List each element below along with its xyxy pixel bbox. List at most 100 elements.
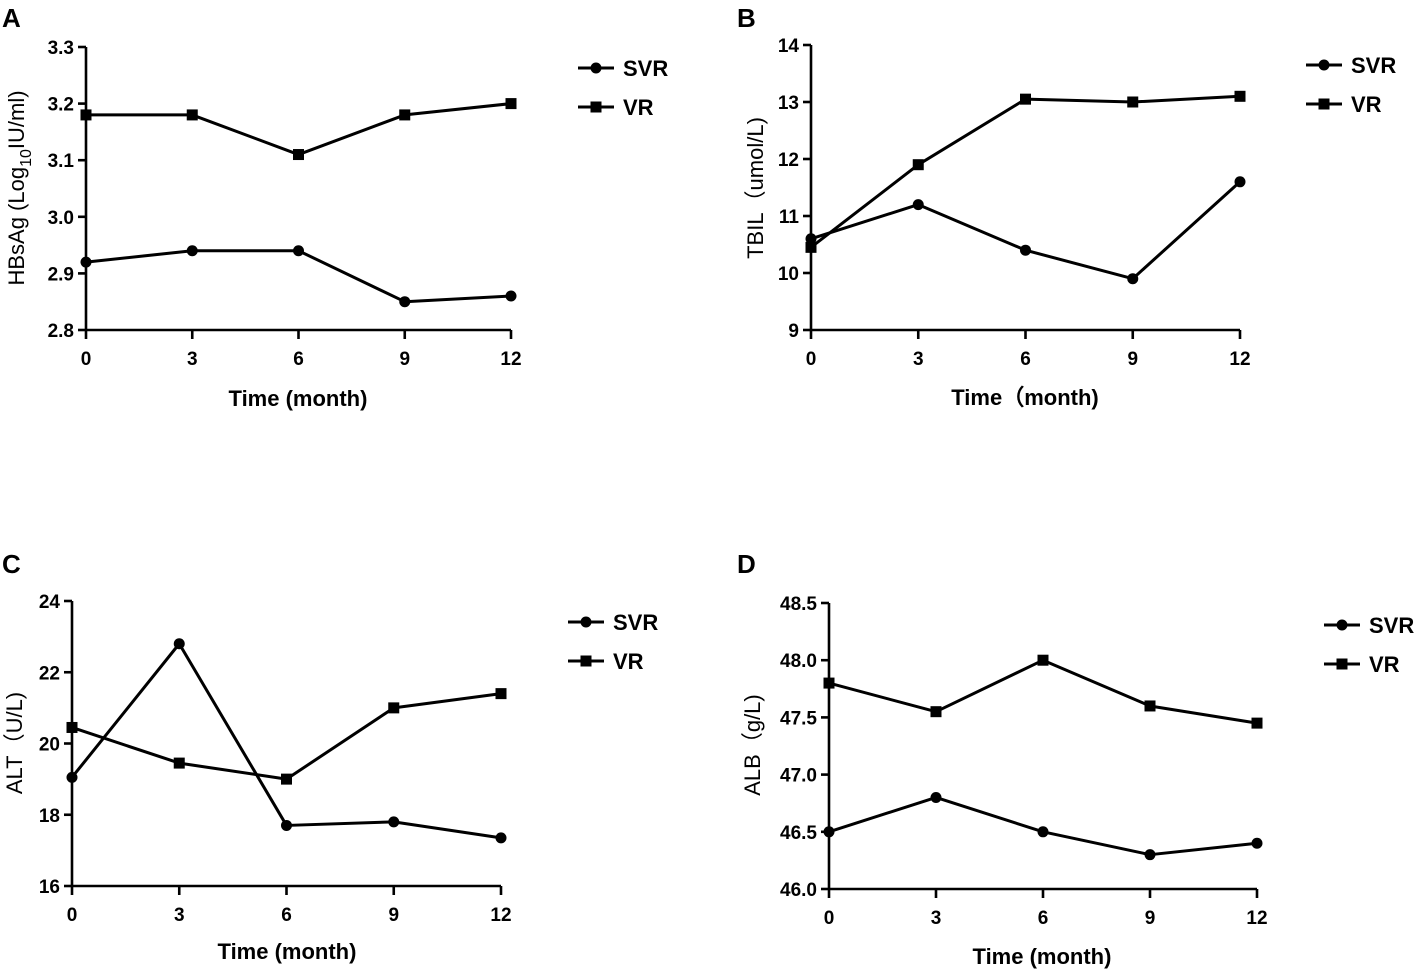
- data-point-vr: [1251, 717, 1263, 729]
- data-point-vr: [186, 109, 198, 121]
- y-tick-label: 22: [39, 663, 60, 684]
- y-tick-label: 14: [778, 36, 800, 57]
- x-tick-label: 9: [1145, 908, 1156, 929]
- y-axis-label: TBIL（umol/L): [743, 117, 768, 259]
- legend-label: SVR: [1351, 53, 1396, 78]
- x-tick-label: 12: [500, 349, 521, 370]
- data-point-vr: [293, 149, 304, 161]
- y-axis-label: ALB（g/L): [740, 694, 765, 796]
- data-point-vr: [930, 706, 942, 718]
- data-point-vr: [495, 688, 507, 700]
- panel-c: C ALT（U/L) Time (month) 16 18 20 22 24 0 3 6 9 12…: [2, 549, 658, 964]
- data-point-svr: [80, 256, 92, 268]
- legend-label: VR: [623, 95, 654, 120]
- data-point-svr: [505, 290, 517, 302]
- legend-marker-svr: [1336, 619, 1348, 631]
- series-line-svr: [85, 249, 512, 304]
- panel-a: A HBsAg (Log10IU/ml) Time (month) 2.8 2.9…: [2, 3, 668, 411]
- panel-b: B TBIL（umol/L) Time（month) 9 10 11 12 13 14 0 3…: [737, 3, 1396, 410]
- x-tick-label: 3: [174, 905, 185, 926]
- series-line-vr: [86, 102, 512, 157]
- legend-label: VR: [613, 649, 644, 674]
- panel-letter: D: [737, 549, 756, 579]
- y-tick-label: 46.0: [780, 880, 817, 901]
- x-tick-label: 9: [399, 349, 410, 370]
- y-tick-label: 47.0: [780, 766, 817, 787]
- data-point-svr: [1144, 849, 1156, 861]
- data-point-vr: [66, 721, 78, 733]
- y-tick-label: 3.0: [48, 208, 74, 229]
- y-tick-label: 3.2: [48, 95, 74, 116]
- x-tick-label: 3: [913, 349, 924, 370]
- x-tick-label: 6: [1020, 349, 1031, 370]
- x-tick-label: 12: [1246, 908, 1267, 929]
- y-tick-label: 2.8: [48, 321, 74, 342]
- x-tick-label: 6: [1038, 908, 1049, 929]
- plot-area: 16 18 20 22 24 0 3 6 9 12 SVR VR: [39, 592, 658, 926]
- data-point-vr: [912, 159, 924, 171]
- x-tick-label: 0: [824, 908, 835, 929]
- data-point-svr: [66, 771, 78, 783]
- legend-label: SVR: [1369, 613, 1414, 638]
- data-point-svr: [1234, 176, 1246, 188]
- series-line-svr: [828, 795, 1258, 857]
- x-tick-label: 0: [806, 349, 817, 370]
- y-tick-label: 47.5: [780, 708, 817, 729]
- x-tick-label: 3: [931, 908, 942, 929]
- y-tick-label: 13: [778, 93, 799, 114]
- y-tick-label: 3.3: [48, 38, 74, 59]
- data-point-vr: [1127, 96, 1139, 108]
- data-point-vr: [805, 241, 817, 253]
- x-axis-label: Time (month): [229, 386, 368, 411]
- data-point-svr: [823, 826, 835, 838]
- y-tick-label: 46.5: [780, 823, 817, 844]
- panel-letter: B: [737, 3, 756, 33]
- x-tick-label: 9: [1127, 349, 1138, 370]
- data-point-svr: [293, 245, 304, 257]
- data-point-svr: [495, 832, 507, 844]
- data-point-vr: [1037, 654, 1049, 666]
- panel-letter: A: [2, 3, 21, 33]
- data-point-svr: [1037, 826, 1049, 838]
- y-axis-label: HBsAg (Log10IU/ml): [4, 90, 35, 285]
- data-point-vr: [1234, 90, 1246, 102]
- series-line-vr: [810, 94, 1241, 249]
- plot-area: 46.0 46.5 47.0 47.5 48.0 48.5 0 3 6 9 12 SVR VR: [780, 594, 1414, 929]
- data-point-svr: [399, 296, 411, 308]
- data-point-vr: [823, 677, 835, 689]
- y-tick-label: 20: [39, 735, 60, 756]
- x-tick-label: 0: [67, 905, 78, 926]
- data-point-svr: [1020, 244, 1031, 256]
- x-tick-label: 3: [187, 349, 198, 370]
- data-point-svr: [1251, 837, 1263, 849]
- panel-letter: C: [2, 549, 21, 579]
- x-axis-label: Time (month): [973, 944, 1112, 969]
- x-tick-label: 12: [490, 905, 511, 926]
- legend-marker-svr: [580, 616, 592, 628]
- y-tick-label: 12: [778, 150, 799, 171]
- legend-label: VR: [1369, 652, 1400, 677]
- data-point-vr: [399, 109, 411, 121]
- x-tick-label: 12: [1229, 349, 1250, 370]
- plot-area: 2.8 2.9 3.0 3.1 3.2 3.3 0 3 6 9 12 SVR VR: [48, 38, 669, 370]
- data-point-svr: [281, 819, 292, 831]
- legend-label: SVR: [623, 56, 668, 81]
- y-tick-label: 16: [39, 877, 60, 898]
- y-tick-label: 10: [778, 264, 799, 285]
- legend-marker-svr: [590, 62, 602, 74]
- series-line-vr: [828, 658, 1258, 725]
- x-axis-label: Time (month): [218, 939, 357, 964]
- x-axis-label: Time（month): [951, 385, 1098, 410]
- y-tick-label: 2.9: [48, 264, 74, 285]
- data-point-svr: [912, 199, 924, 211]
- x-tick-label: 6: [293, 349, 304, 370]
- data-point-vr: [281, 773, 292, 785]
- data-point-svr: [805, 233, 817, 245]
- series-line-svr: [70, 642, 502, 840]
- y-tick-label: 48.0: [780, 651, 817, 672]
- data-point-svr: [186, 245, 198, 257]
- y-tick-label: 11: [779, 207, 800, 228]
- y-tick-label: 9: [788, 321, 799, 342]
- data-point-svr: [173, 638, 185, 650]
- legend-marker-vr: [580, 655, 592, 667]
